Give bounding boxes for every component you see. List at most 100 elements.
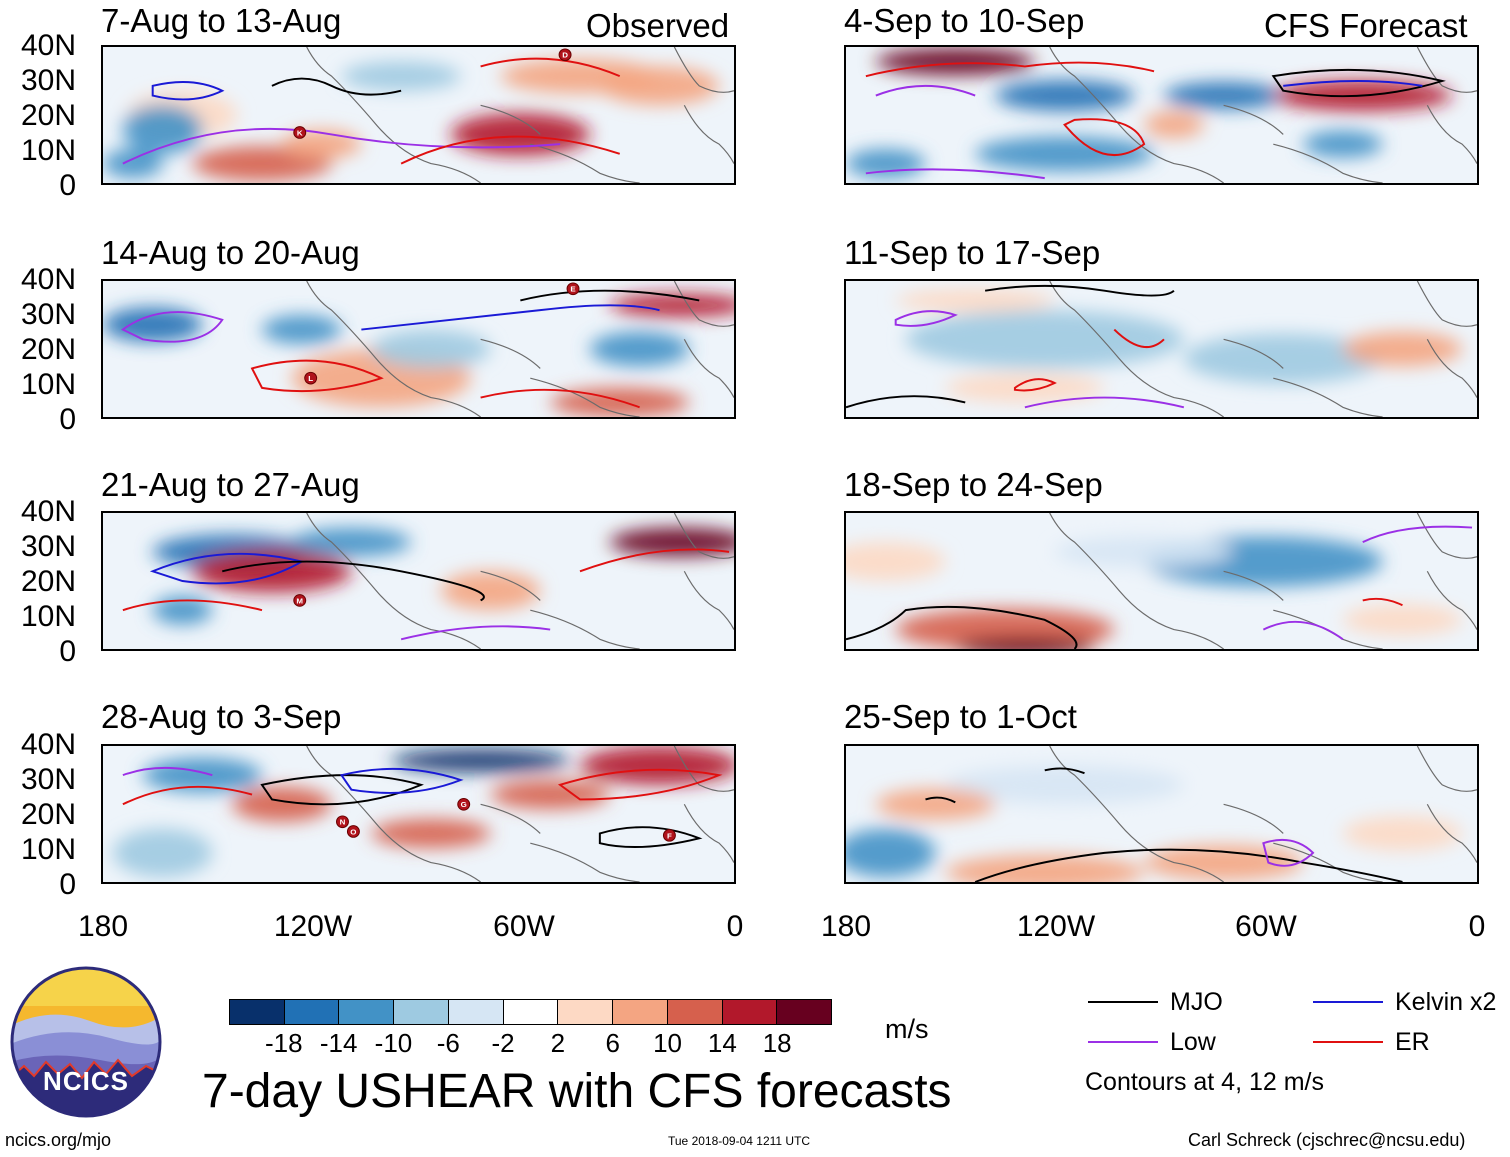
lat-label-40n-1: 40N: [20, 29, 76, 62]
lat-label-40n-2: 40N: [20, 263, 76, 296]
map-svg-6: [846, 281, 1477, 417]
shear-anomaly-blob: [609, 293, 734, 317]
panel-title-fcst-3: 18-Sep to 24-Sep: [844, 466, 1103, 503]
lon-label-120w-left: 120W: [273, 910, 353, 943]
legend-label-mjo: MJO: [1170, 988, 1223, 1016]
contour-line: [1271, 68, 1446, 98]
map-panel-fcst-1: [844, 45, 1479, 185]
figure-title: 7-day USHEAR with CFS forecasts: [202, 1065, 952, 1118]
lat-label-30n-1: 30N: [20, 64, 76, 97]
panel-title-fcst-4: 25-Sep to 1-Oct: [844, 698, 1077, 735]
storm-marker-o: O: [346, 825, 360, 838]
shear-anomaly-blob: [975, 136, 1155, 172]
shear-anomaly-blob: [589, 331, 690, 367]
map-panel-fcst-3: [844, 511, 1479, 651]
legend-note: Contours at 4, 12 m/s: [1085, 1068, 1325, 1096]
shear-anomaly-blob: [895, 288, 1055, 313]
shear-anomaly-blob: [599, 66, 720, 106]
legend-label-low: Low: [1170, 1028, 1216, 1056]
contour-line: [400, 135, 621, 165]
shear-anomaly-blob: [103, 307, 203, 343]
lon-label-0-left: 0: [726, 910, 744, 943]
contour-line: [1262, 838, 1315, 867]
colorbar-tick-8: 14: [707, 1028, 737, 1058]
contour-line: [1362, 597, 1403, 607]
footer-url: ncics.org/mjo: [5, 1130, 112, 1150]
map-panel-obs-3: M: [101, 511, 736, 651]
shear-anomaly-blob: [490, 780, 610, 810]
shear-anomaly-blob: [1054, 536, 1234, 568]
contour-line: [480, 57, 621, 78]
shear-anomaly-blob: [341, 61, 461, 91]
legend-line-er: [1313, 1041, 1383, 1043]
colorbar-tick-6: 6: [605, 1028, 620, 1058]
colorbar-swatch-1: [283, 1000, 339, 1024]
lon-label-60w-left: 60W: [493, 910, 555, 943]
logo-text: NCICS: [43, 1066, 129, 1096]
colorbar-swatch-3: [393, 1000, 448, 1024]
lat-label-0-3: 0: [59, 635, 76, 668]
shear-anomaly-blob: [1303, 130, 1383, 158]
shear-anomaly-blob: [846, 149, 926, 179]
svg-text:G: G: [461, 800, 467, 809]
contour-line: [122, 127, 561, 165]
lat-label-10n-2: 10N: [20, 368, 76, 401]
contour-line: [974, 848, 1403, 882]
legend-line-low: [1088, 1041, 1158, 1043]
storm-marker-k: K: [293, 126, 307, 139]
lat-label-30n-3: 30N: [20, 530, 76, 563]
coastline: [306, 746, 734, 882]
map-svg-1: DK: [103, 47, 734, 183]
colorbar-swatch-5: [502, 1000, 558, 1024]
shear-anomaly-blob: [955, 637, 1095, 649]
shear-anomaly-blob: [142, 757, 262, 793]
contour-line: [1113, 328, 1165, 348]
map-svg-2: EL: [103, 281, 734, 417]
shear-anomaly-blob: [945, 373, 1105, 403]
panel-title-obs-1: 7-Aug to 13-Aug: [101, 2, 342, 39]
legend-label-kelvin-x2: Kelvin x2: [1395, 988, 1497, 1016]
contour-line: [151, 81, 225, 101]
shear-anomaly-blob: [580, 746, 734, 785]
colorbar-tick-0: -18: [265, 1028, 303, 1058]
contour-line: [984, 284, 1175, 297]
shear-anomaly-blob: [995, 80, 1135, 112]
legend-line-kelvin-x2: [1313, 1001, 1383, 1003]
contour-line: [271, 77, 402, 96]
map-svg-4: G NO F: [103, 746, 734, 882]
svg-text:N: N: [340, 818, 346, 827]
svg-text:L: L: [308, 374, 313, 383]
shear-anomaly-blob: [261, 315, 342, 345]
shear-anomaly-blob: [1144, 111, 1204, 139]
shear-anomaly-blob: [550, 387, 690, 417]
lon-label-180-right: 180: [820, 910, 872, 943]
observed-label: Observed: [586, 7, 730, 44]
shear-anomaly-blob: [846, 828, 936, 878]
lat-label-30n-2: 30N: [20, 298, 76, 331]
svg-text:F: F: [667, 831, 672, 840]
contour-line: [122, 599, 263, 612]
contour-line: [520, 289, 700, 302]
colorbar-swatch-7: [612, 1000, 667, 1024]
contour-line: [400, 625, 551, 641]
contour-line: [260, 774, 424, 806]
panel-title-fcst-1: 4-Sep to 10-Sep: [844, 2, 1085, 39]
colorbar-swatch-4: [447, 1000, 503, 1024]
svg-text:M: M: [296, 596, 303, 605]
map-svg-5: [846, 47, 1477, 183]
shear-anomaly-blob: [371, 329, 491, 369]
contour-line: [222, 560, 485, 602]
contour-line: [1044, 767, 1085, 775]
lon-label-180-left: 180: [77, 910, 129, 943]
colorbar-tick-3: -6: [436, 1028, 460, 1058]
colorbar-tick-4: -2: [491, 1028, 515, 1058]
coastline: [1049, 47, 1477, 183]
colorbar-swatch-9: [721, 1000, 777, 1024]
lat-label-20n-2: 20N: [20, 333, 76, 366]
panel-title-obs-2: 14-Aug to 20-Aug: [101, 234, 360, 271]
contour-line: [1063, 118, 1146, 157]
contour-line: [339, 767, 464, 794]
shear-anomaly-blob: [1163, 81, 1284, 110]
